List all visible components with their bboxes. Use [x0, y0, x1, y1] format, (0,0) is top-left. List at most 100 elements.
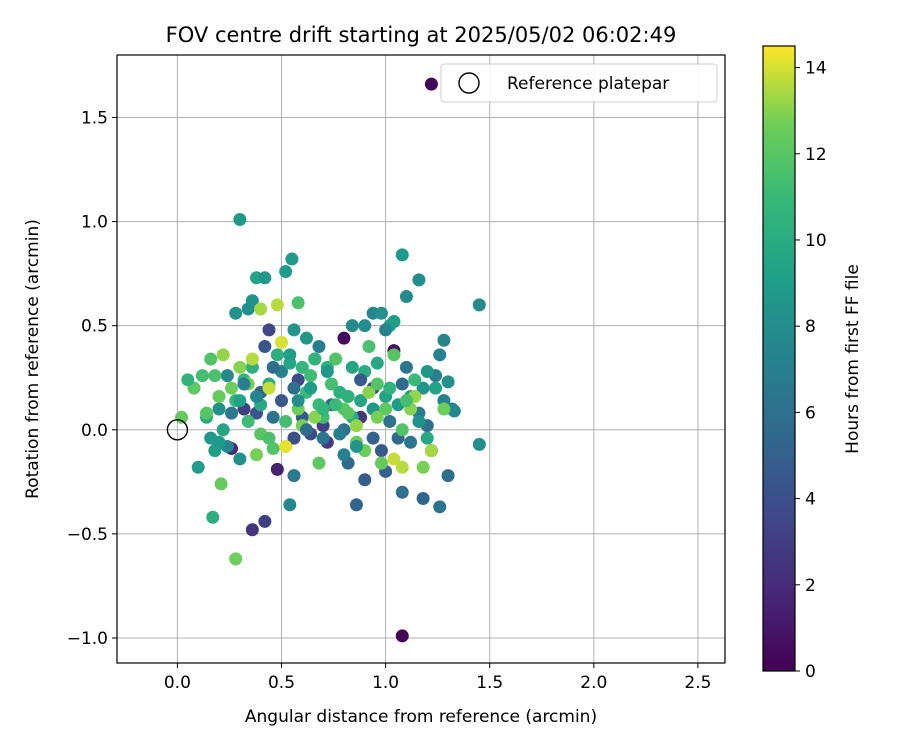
data-point: [287, 431, 301, 445]
data-point: [370, 377, 384, 391]
data-point: [225, 406, 239, 420]
data-point: [283, 498, 297, 512]
data-point: [262, 381, 276, 395]
data-point: [316, 431, 330, 445]
data-point: [395, 423, 409, 437]
data-point: [181, 373, 195, 387]
data-point: [299, 423, 313, 437]
y-tick-label: −0.5: [67, 525, 108, 545]
y-tick-label: 1.5: [81, 108, 108, 128]
data-point: [374, 444, 388, 458]
legend-entry-reference: Reference platepar: [507, 74, 669, 94]
data-point: [287, 469, 301, 483]
data-point: [354, 373, 368, 387]
data-point: [304, 369, 318, 383]
data-points: [175, 77, 486, 643]
data-point: [320, 364, 334, 378]
data-point: [262, 323, 276, 337]
data-point: [374, 456, 388, 470]
data-point: [437, 402, 451, 416]
chart-title: FOV centre drift starting at 2025/05/02 …: [166, 23, 677, 47]
data-point: [416, 460, 430, 474]
data-point: [270, 298, 284, 312]
y-axis-label: Rotation from reference (arcmin): [23, 219, 43, 499]
data-point: [204, 352, 218, 366]
data-point: [279, 265, 293, 279]
x-tick-label: 2.0: [580, 673, 607, 693]
data-point: [349, 439, 363, 453]
data-point: [233, 452, 247, 466]
data-point: [237, 377, 251, 391]
y-axis-ticks: −1.0 −0.5 0.0 0.5 1.0 1.5: [67, 108, 117, 649]
data-point: [383, 414, 397, 428]
colorbar-tick-label: 10: [805, 231, 827, 251]
data-point: [387, 452, 401, 466]
data-point: [416, 381, 430, 395]
data-point: [274, 335, 288, 349]
data-point: [254, 302, 268, 316]
data-point: [245, 352, 259, 366]
data-point: [472, 437, 486, 451]
data-point: [270, 462, 284, 476]
data-point: [395, 377, 409, 391]
data-point: [233, 212, 247, 226]
data-point: [362, 340, 376, 354]
data-point: [206, 510, 220, 524]
data-point: [379, 323, 393, 337]
data-point: [291, 296, 305, 310]
colorbar-ticks: 0 2 4 6 8 10 12 14: [795, 59, 827, 682]
data-point: [420, 431, 434, 445]
data-point: [258, 271, 272, 285]
data-point: [345, 319, 359, 333]
colorbar-tick-label: 14: [805, 59, 827, 79]
reference-platepar-marker: [166, 419, 189, 441]
y-tick-label: 0.5: [81, 317, 108, 337]
data-point: [437, 333, 451, 347]
data-point: [258, 340, 272, 354]
x-tick-label: 0.5: [268, 673, 295, 693]
data-point: [245, 294, 259, 308]
data-point: [366, 431, 380, 445]
data-point: [362, 385, 376, 399]
data-point: [225, 381, 239, 395]
data-point: [329, 352, 343, 366]
data-point: [416, 492, 430, 506]
data-point: [424, 77, 438, 91]
data-point: [250, 389, 264, 403]
data-point: [195, 369, 209, 383]
data-point: [433, 348, 447, 362]
data-point: [358, 473, 372, 487]
data-point: [200, 406, 214, 420]
data-point: [433, 500, 447, 514]
data-point: [270, 348, 284, 362]
data-point: [262, 431, 276, 445]
data-point: [308, 352, 322, 366]
data-point: [354, 394, 368, 408]
data-point: [291, 394, 305, 408]
data-point: [358, 319, 372, 333]
data-point: [233, 394, 247, 408]
data-point: [285, 252, 299, 266]
colorbar-tick-label: 8: [805, 317, 816, 337]
x-tick-label: 1.0: [372, 673, 399, 693]
data-point: [324, 377, 338, 391]
data-point: [370, 356, 384, 370]
data-point: [220, 369, 234, 383]
data-point: [370, 410, 384, 424]
y-tick-label: 1.0: [81, 213, 108, 233]
data-point: [316, 402, 330, 416]
data-point: [229, 552, 243, 566]
data-point: [241, 414, 255, 428]
data-point: [312, 456, 326, 470]
data-point: [229, 306, 243, 320]
legend-marker-reference: [458, 72, 480, 94]
grid-lines: [117, 55, 725, 663]
legend: Reference platepar: [440, 63, 718, 103]
data-point: [191, 460, 205, 474]
data-point: [395, 460, 409, 474]
data-point: [279, 439, 293, 453]
data-point: [349, 498, 363, 512]
colorbar-tick-label: 12: [805, 145, 827, 165]
data-point: [208, 369, 222, 383]
data-point: [212, 435, 226, 449]
